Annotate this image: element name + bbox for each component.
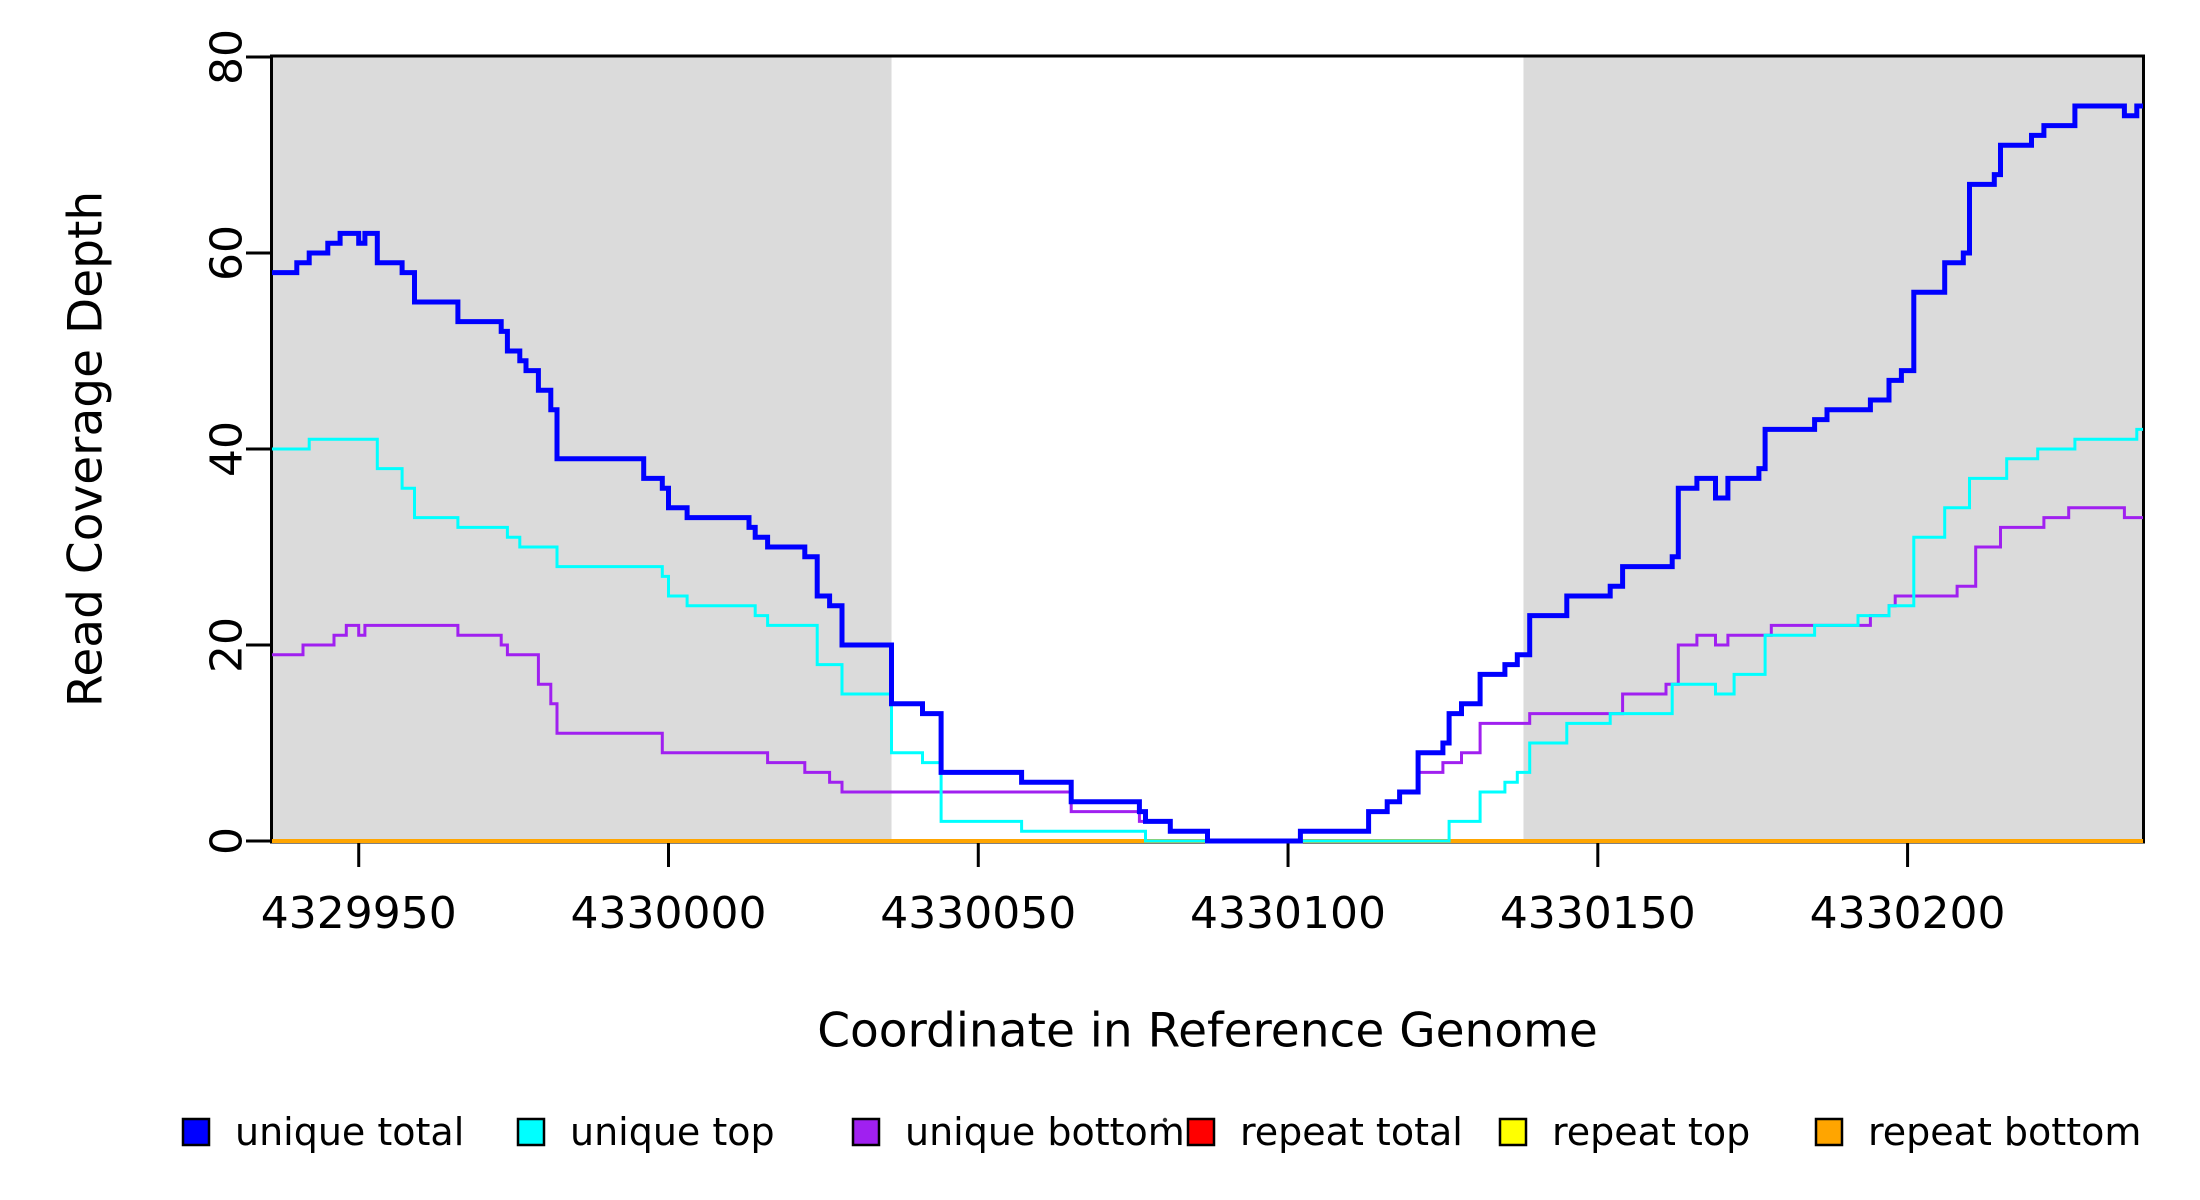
legend-label-repeat-total: repeat total	[1240, 1110, 1463, 1154]
y-tick-label: 0	[202, 827, 253, 855]
stray-dot	[1162, 1117, 1168, 1123]
x-tick-label: 4330200	[1810, 888, 2006, 939]
y-tick-label: 20	[202, 617, 253, 673]
x-tick-label: 4330050	[880, 888, 1076, 939]
series-line-unique-total	[272, 103, 2143, 844]
legend-swatch-unique-total	[181, 1117, 211, 1147]
legend-label-repeat-bottom: repeat bottom	[1868, 1110, 2141, 1154]
x-tick-label: 4330150	[1500, 888, 1696, 939]
legend-swatch-repeat-total	[1186, 1117, 1216, 1147]
legend-swatch-repeat-bottom	[1814, 1117, 1844, 1147]
axes: 4329950 4330000 4330050 4330100 4330150 43302…	[202, 29, 2006, 939]
legend-swatch-unique-top	[516, 1117, 546, 1147]
legend-swatch-unique-bottom	[851, 1117, 881, 1147]
axis-titles: Coordinate in Reference Genome Read Cover…	[59, 191, 1598, 1059]
series-line-unique-top	[272, 427, 2143, 843]
legend: unique total unique top unique bottom repea…	[181, 1110, 2141, 1154]
x-tick-label: 4329950	[261, 888, 457, 939]
legend-swatch-repeat-top	[1498, 1117, 1528, 1147]
y-axis-title: Read Coverage Depth	[59, 191, 114, 707]
x-tick-label: 4330100	[1190, 888, 1386, 939]
legend-label-unique-top: unique top	[570, 1110, 775, 1154]
repeat-region-shading	[272, 57, 2143, 843]
y-tick-label: 60	[202, 225, 253, 281]
y-tick-label: 40	[202, 421, 253, 477]
legend-label-unique-bottom: unique bottom	[905, 1110, 1185, 1154]
y-tick-label: 80	[202, 29, 253, 85]
shaded-region-0	[272, 57, 892, 843]
x-tick-label: 4330000	[571, 888, 767, 939]
x-axis-title: Coordinate in Reference Genome	[817, 1004, 1598, 1059]
coverage-step-lines	[272, 103, 2143, 844]
legend-label-repeat-top: repeat top	[1552, 1110, 1750, 1154]
legend-label-unique-total: unique total	[235, 1110, 464, 1154]
